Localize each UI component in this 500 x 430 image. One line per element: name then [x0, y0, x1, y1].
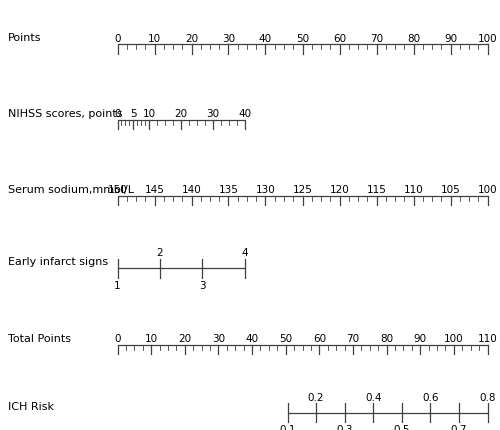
Text: 115: 115 — [366, 185, 386, 195]
Text: 80: 80 — [380, 333, 393, 343]
Text: 40: 40 — [246, 333, 258, 343]
Text: 0.2: 0.2 — [308, 392, 324, 402]
Text: 50: 50 — [296, 34, 309, 43]
Text: 110: 110 — [404, 185, 423, 195]
Text: Points: Points — [8, 33, 41, 43]
Text: 50: 50 — [279, 333, 292, 343]
Text: 130: 130 — [256, 185, 276, 195]
Text: 0: 0 — [114, 34, 121, 43]
Text: 80: 80 — [407, 34, 420, 43]
Text: 0: 0 — [114, 109, 121, 119]
Text: 105: 105 — [440, 185, 460, 195]
Text: ICH Risk: ICH Risk — [8, 401, 54, 411]
Text: 70: 70 — [346, 333, 360, 343]
Text: 150: 150 — [108, 185, 128, 195]
Text: 110: 110 — [478, 333, 498, 343]
Text: 1: 1 — [114, 280, 121, 290]
Text: 10: 10 — [143, 109, 156, 119]
Text: 120: 120 — [330, 185, 349, 195]
Text: 40: 40 — [238, 109, 252, 119]
Text: 125: 125 — [292, 185, 312, 195]
Text: 0.5: 0.5 — [394, 424, 410, 430]
Text: 0.7: 0.7 — [450, 424, 467, 430]
Text: 5: 5 — [130, 109, 137, 119]
Text: Early infarct signs: Early infarct signs — [8, 257, 108, 267]
Text: 135: 135 — [218, 185, 238, 195]
Text: 0: 0 — [114, 333, 121, 343]
Text: 10: 10 — [148, 34, 161, 43]
Text: 145: 145 — [144, 185, 165, 195]
Text: 0.6: 0.6 — [422, 392, 438, 402]
Text: 0.1: 0.1 — [279, 424, 296, 430]
Text: Serum sodium,mmol/L: Serum sodium,mmol/L — [8, 184, 134, 194]
Text: 140: 140 — [182, 185, 202, 195]
Text: 60: 60 — [313, 333, 326, 343]
Text: 70: 70 — [370, 34, 383, 43]
Text: 100: 100 — [478, 34, 498, 43]
Text: 30: 30 — [212, 333, 225, 343]
Text: 0.3: 0.3 — [336, 424, 353, 430]
Text: 20: 20 — [185, 34, 198, 43]
Text: 100: 100 — [478, 185, 498, 195]
Text: 100: 100 — [444, 333, 464, 343]
Text: 0.8: 0.8 — [479, 392, 496, 402]
Text: 30: 30 — [222, 34, 235, 43]
Text: 20: 20 — [174, 109, 188, 119]
Text: 3: 3 — [199, 280, 206, 290]
Text: 90: 90 — [414, 333, 427, 343]
Text: 90: 90 — [444, 34, 457, 43]
Text: NIHSS scores, points: NIHSS scores, points — [8, 108, 122, 118]
Text: Total Points: Total Points — [8, 333, 70, 343]
Text: 4: 4 — [242, 248, 248, 258]
Text: 0.4: 0.4 — [365, 392, 382, 402]
Text: 60: 60 — [333, 34, 346, 43]
Text: 30: 30 — [206, 109, 220, 119]
Text: 20: 20 — [178, 333, 192, 343]
Text: 40: 40 — [259, 34, 272, 43]
Text: 2: 2 — [156, 248, 164, 258]
Text: 10: 10 — [144, 333, 158, 343]
